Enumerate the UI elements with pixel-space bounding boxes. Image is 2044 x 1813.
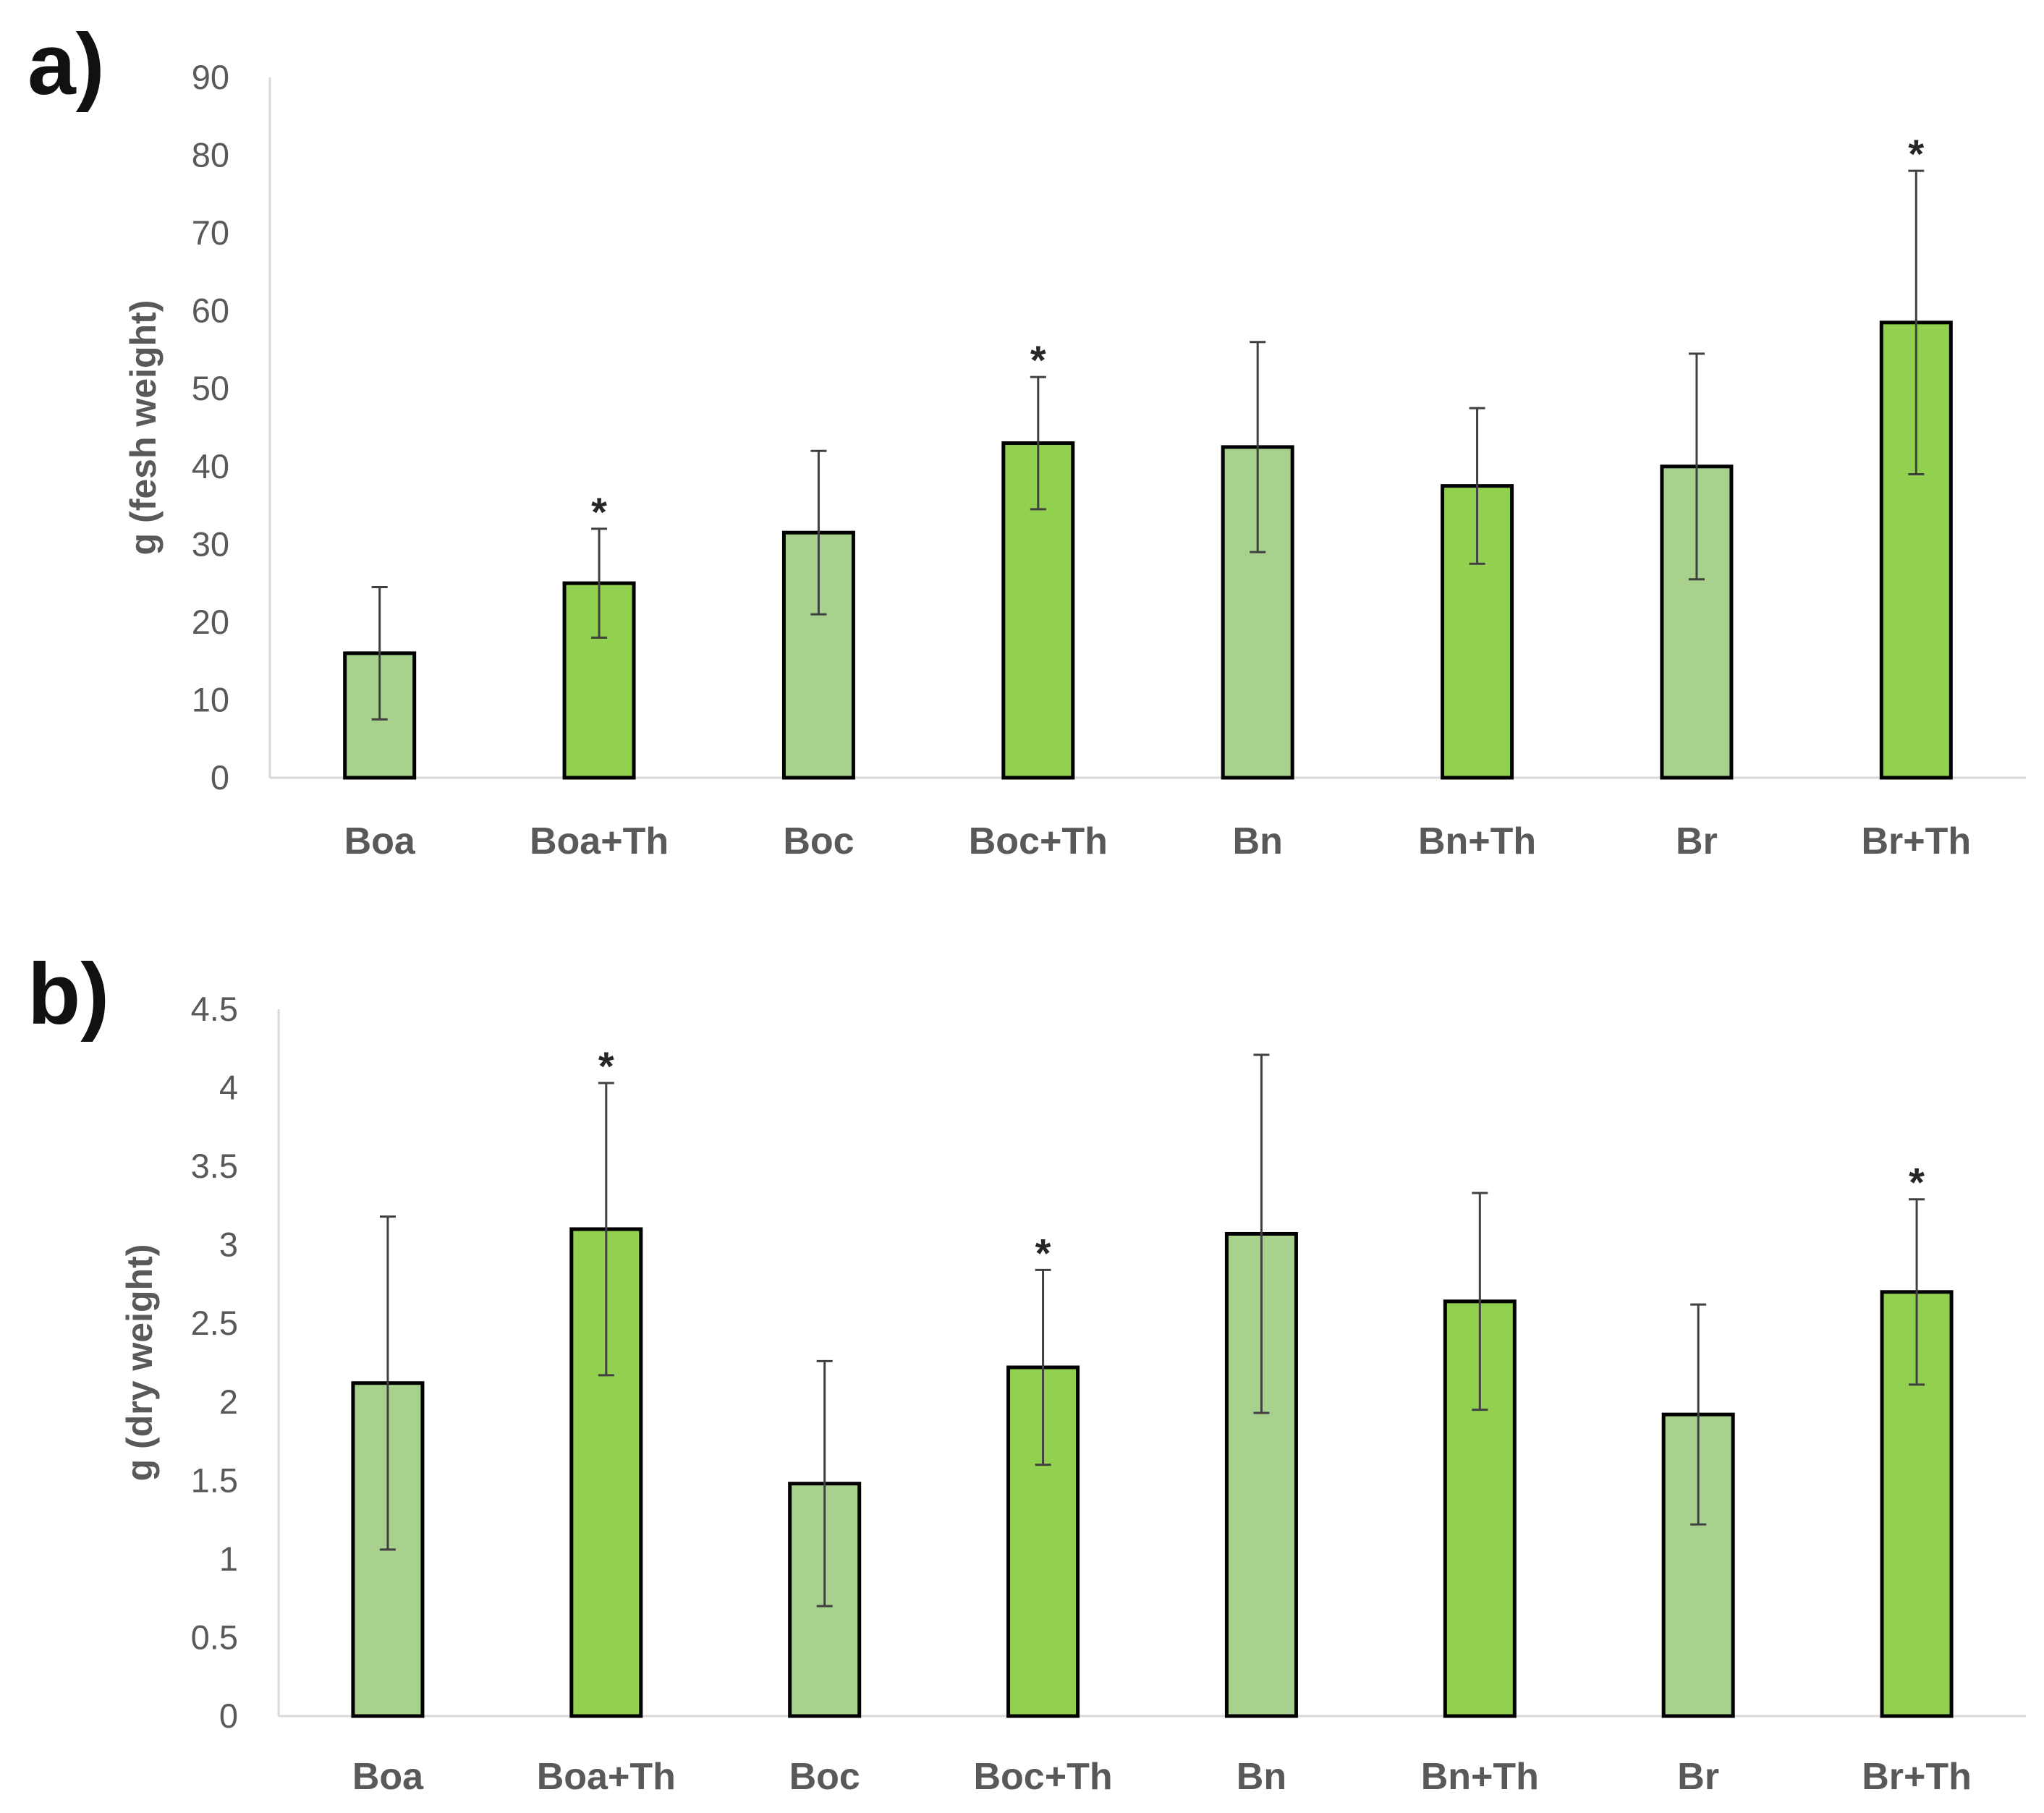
chart-a-category-label: Bn	[1233, 820, 1283, 862]
chart-b-y-axis-label: g (dry weight)	[119, 1244, 160, 1482]
chart-b-y-tick-label: 4.5	[191, 990, 238, 1028]
chart-a-category-label: Bn+Th	[1418, 820, 1536, 862]
chart-b-dry-weight: 0 0.5 1 1.5 2 2.5 3 3.5 4 4.5 g (dry weight) Boa * Bo…	[119, 990, 2026, 1798]
chart-a-bar-bn	[1221, 445, 1294, 780]
chart-a-bar-br	[1660, 464, 1734, 780]
chart-b-y-tick-label: 3	[219, 1226, 238, 1264]
chart-a-y-tick-label: 90	[192, 58, 229, 96]
chart-b-category-label: Boc+Th	[973, 1756, 1112, 1798]
chart-b-category-label: Boa+Th	[537, 1756, 676, 1798]
chart-a-y-tick-label: 0	[211, 758, 229, 797]
chart-a-bar-boc	[781, 530, 855, 780]
chart-a-category-label: Boc+Th	[969, 820, 1108, 862]
chart-b-y-tick-label: 4	[219, 1069, 238, 1107]
chart-a-significance-marker: *	[1030, 337, 1046, 383]
chart-b-category-label: Bn	[1237, 1756, 1286, 1798]
chart-b-category-label: Br	[1677, 1756, 1719, 1798]
chart-a-y-tick-label: 60	[192, 292, 229, 330]
chart-b-category-label: Boa	[352, 1756, 424, 1798]
chart-b-y-tick-label: 2.5	[191, 1304, 238, 1342]
chart-a-y-tick-label: 30	[192, 525, 229, 563]
chart-a-y-tick-label: 80	[192, 136, 229, 174]
chart-a-y-tick-label: 10	[192, 680, 229, 718]
chart-a-category-label: Boa+Th	[530, 820, 669, 862]
panel-label-a: a)	[27, 16, 105, 113]
chart-b-category-label: Bn+Th	[1421, 1756, 1539, 1798]
chart-a-significance-marker: *	[591, 489, 607, 535]
chart-b-category-label: Boc	[789, 1756, 860, 1798]
chart-a-y-tick-label: 20	[192, 603, 229, 641]
chart-b-significance-marker: *	[1035, 1230, 1051, 1275]
chart-b-y-tick-label: 1	[219, 1540, 238, 1578]
chart-a-category-label: Br+Th	[1861, 820, 1971, 862]
chart-b-y-tick-label: 1.5	[191, 1461, 238, 1499]
chart-a-y-tick-label: 50	[192, 369, 229, 407]
chart-a-significance-marker: *	[1908, 131, 1924, 177]
chart-a-fresh-weight: 0 10 20 30 40 50 60 70 80 90 g (fesh weight) Boa * Bo…	[123, 58, 2026, 862]
chart-b-significance-marker: *	[1909, 1160, 1925, 1205]
chart-b-y-tick-label: 3.5	[191, 1147, 238, 1185]
chart-a-category-label: Br	[1676, 820, 1718, 862]
panel-label-b: b)	[27, 946, 110, 1043]
chart-b-category-label: Br+Th	[1862, 1756, 1972, 1798]
chart-a-category-label: Boa	[344, 820, 416, 862]
chart-b-y-tick-label: 0.5	[191, 1618, 238, 1656]
chart-b-y-tick-label: 0	[219, 1697, 238, 1735]
chart-a-y-tick-label: 40	[192, 447, 229, 485]
chart-b-significance-marker: *	[598, 1043, 614, 1089]
chart-a-category-label: Boc	[783, 820, 854, 862]
chart-a-y-axis-label: g (fesh weight)	[123, 300, 164, 556]
chart-b-y-tick-label: 2	[219, 1383, 238, 1421]
chart-a-y-tick-label: 70	[192, 213, 229, 252]
